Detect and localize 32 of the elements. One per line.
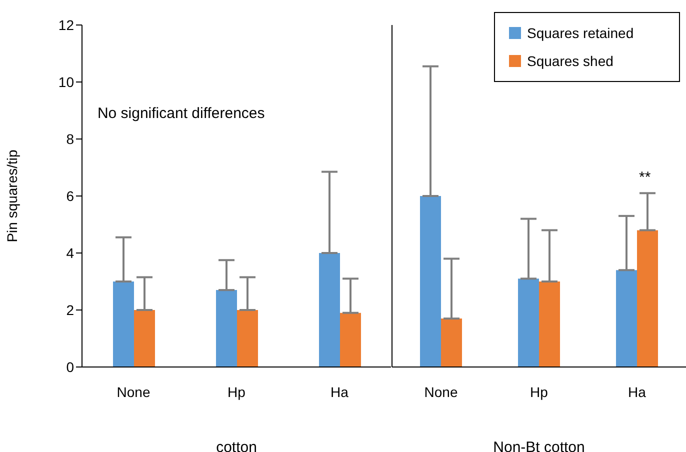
bar (134, 310, 155, 367)
bar (113, 282, 134, 367)
legend-label: Squares shed (527, 52, 614, 71)
bar (216, 290, 237, 367)
x-tick-label: Ha (628, 384, 646, 400)
x-tick-label: Hp (228, 384, 246, 400)
bar (420, 196, 441, 367)
y-tick-label: 4 (66, 244, 74, 261)
annotation: ** (639, 169, 651, 186)
x-axis-title: Non-Bt cotton (493, 439, 585, 452)
x-axis-title: cotton (216, 439, 257, 452)
bar (637, 230, 658, 367)
x-tick-label: None (116, 384, 150, 400)
y-tick-label: 8 (66, 130, 74, 147)
bar (441, 318, 462, 367)
x-tick-label: Hp (530, 384, 548, 400)
annotation: No significant differences (97, 104, 265, 122)
bar (237, 310, 258, 367)
y-axis-title: Pin squares/tip (4, 149, 20, 242)
legend-label: Squares retained (527, 24, 634, 43)
x-tick-label: None (424, 384, 458, 400)
bar (616, 270, 637, 367)
bar (518, 278, 539, 367)
y-tick-label: 12 (58, 16, 74, 33)
y-tick-label: 6 (66, 188, 74, 204)
y-tick-label: 2 (66, 302, 74, 318)
bar (319, 253, 340, 367)
y-tick-label: 10 (58, 74, 74, 90)
bar (539, 282, 560, 367)
x-tick-label: Ha (330, 384, 349, 400)
y-tick-label: 0 (66, 358, 74, 375)
bar (340, 312, 361, 367)
